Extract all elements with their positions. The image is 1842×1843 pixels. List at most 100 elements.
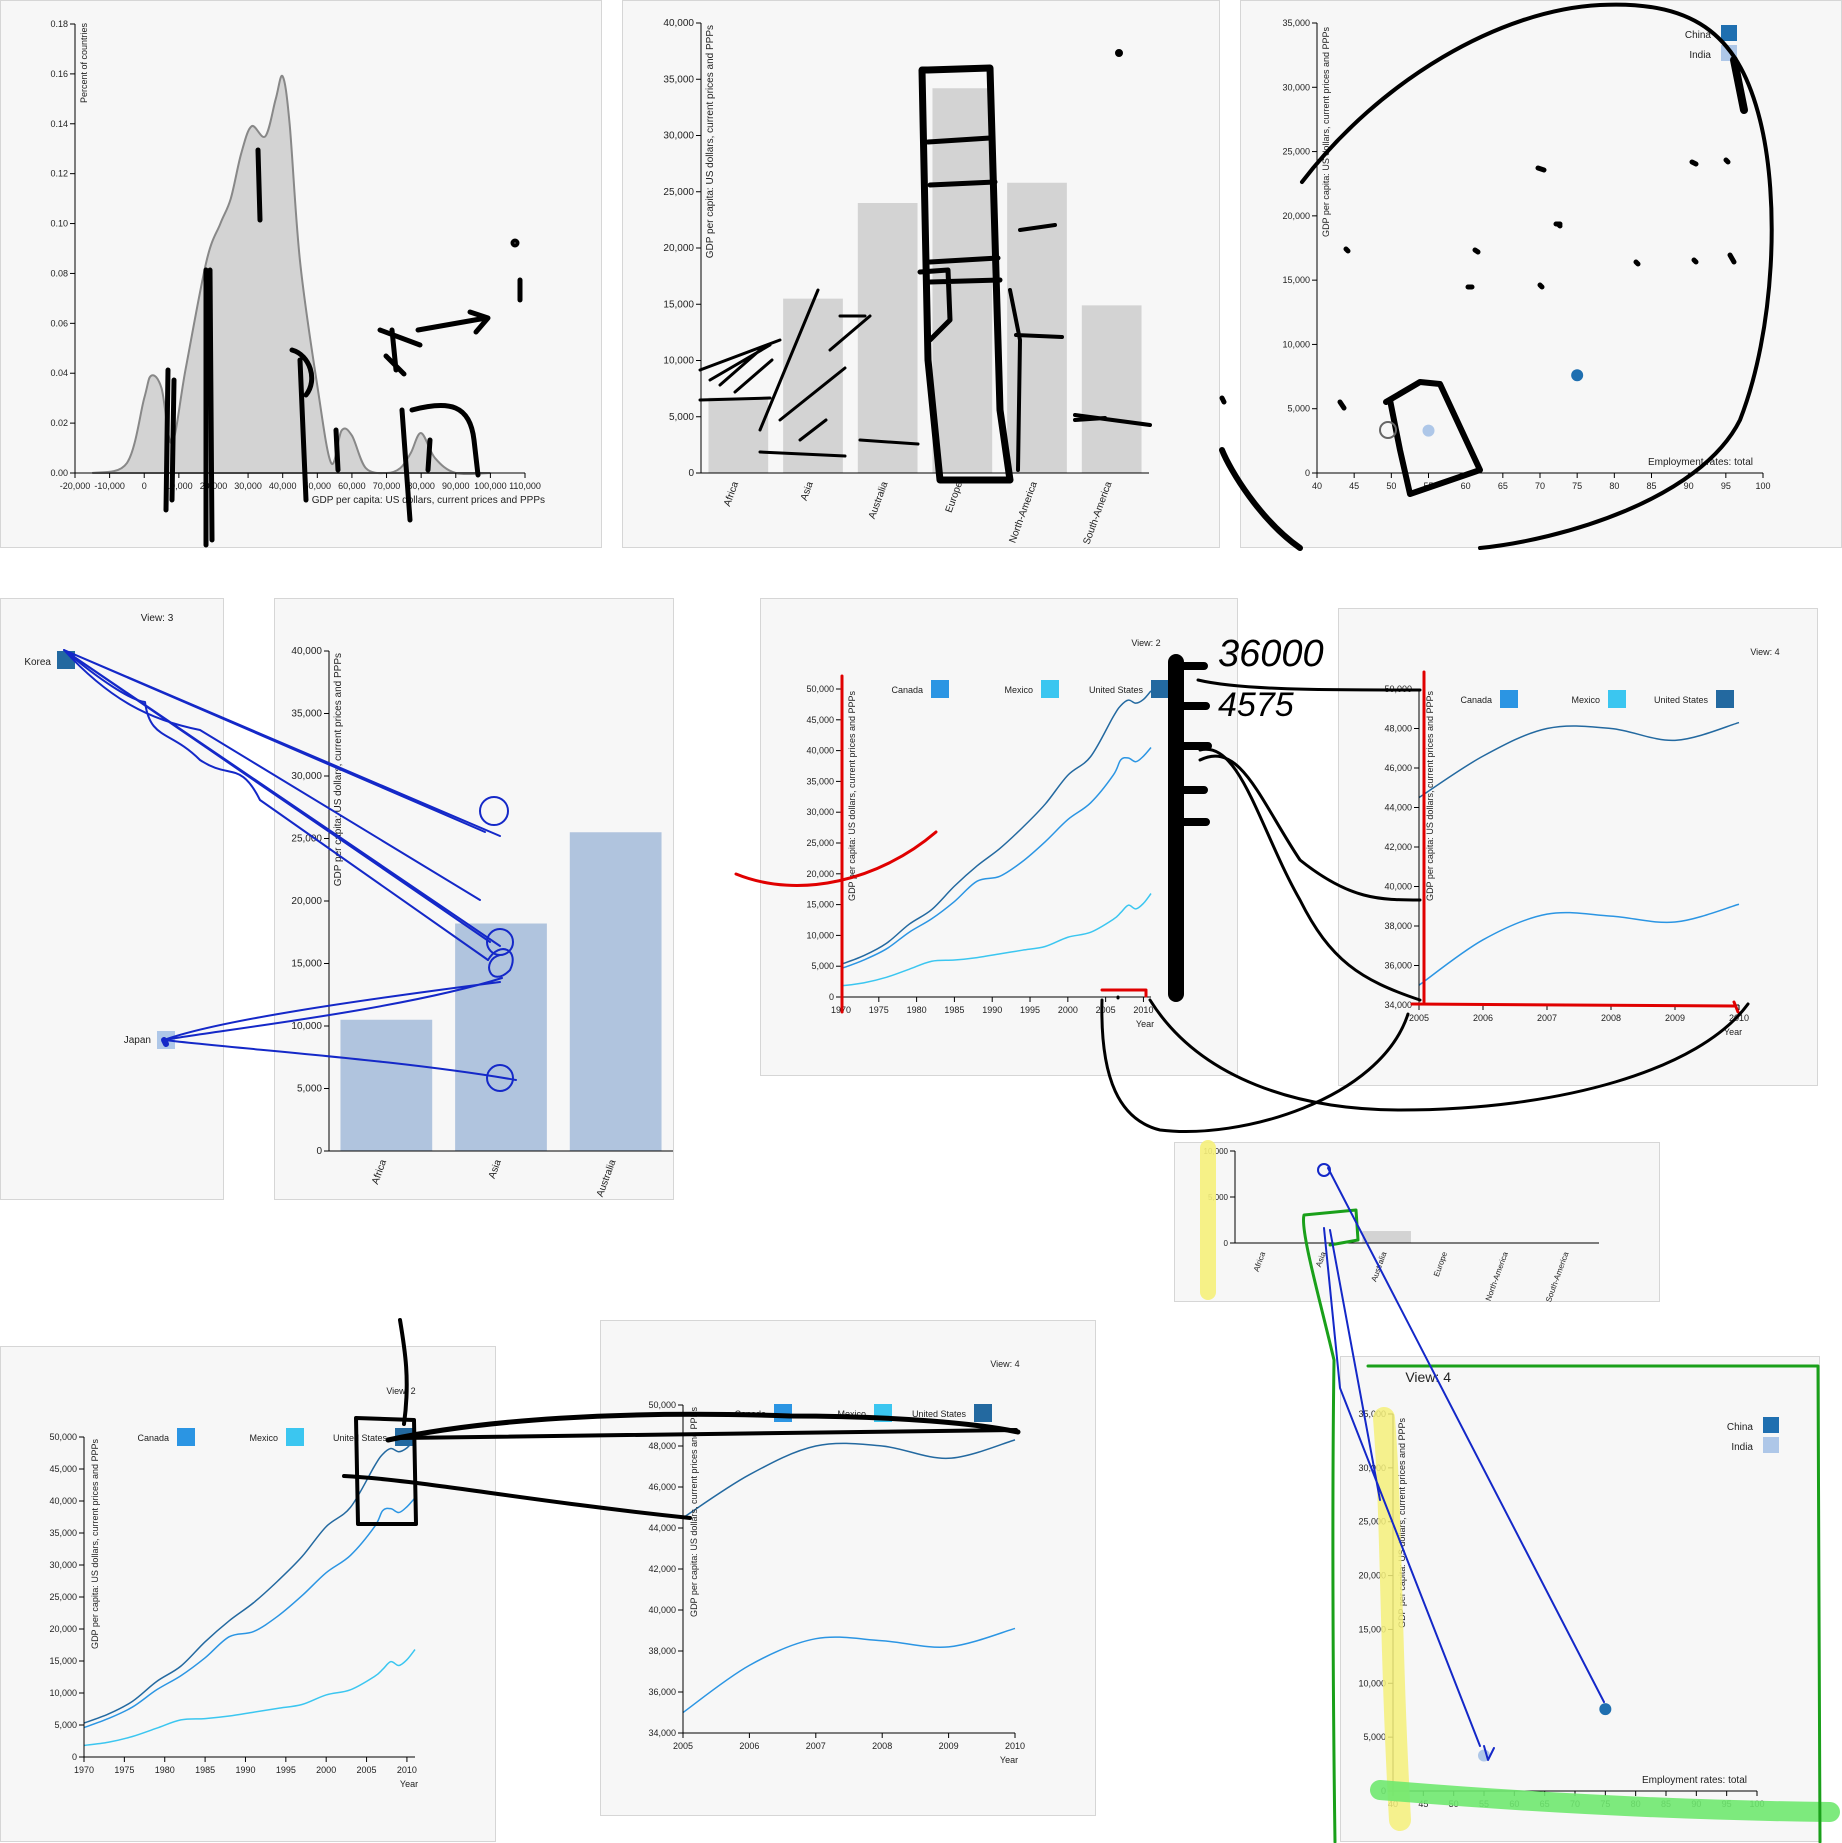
x-axis-title: Employment rates: total: [1642, 1775, 1747, 1786]
y-tick-label: 34,000: [1384, 1000, 1412, 1010]
y-axis-title: Percent of countries: [79, 23, 89, 104]
y-tick-label: 35,000: [1282, 18, 1310, 28]
y-tick-label: 10,000: [1358, 1678, 1386, 1688]
x-tick-label: 50: [1386, 481, 1396, 491]
x-tick-label: 90: [1684, 481, 1694, 491]
y-tick-label: 25,000: [49, 1592, 77, 1602]
panel-bar-small: Africa Asia Australia Europe North-America So…: [1174, 1142, 1660, 1303]
line-chart-zoom-bottom: 34,000 36,000 38,000 40,000 42,000 44,000 46,0…: [648, 1359, 1025, 1765]
panel-lines-zoom-bottom: 34,000 36,000 38,000 40,000 42,000 44,000 46,0…: [600, 1320, 1096, 1816]
legend-label: Canada: [734, 1409, 766, 1419]
line-canada: [1418, 903, 1740, 986]
x-axis-title: Year: [1000, 1755, 1018, 1765]
legend-swatch-united-states: [1716, 690, 1734, 708]
x-tick-label: -10,000: [94, 481, 125, 491]
line-united-states: [1418, 721, 1740, 799]
x-tick-label: 1985: [944, 1005, 964, 1015]
chart-title: View: 4: [990, 1359, 1019, 1369]
x-axis-title: Employment rates: total: [1648, 457, 1753, 468]
y-tick-label: 0.18: [50, 19, 68, 29]
panel-view3-countries: View: 3 Korea Japan: [0, 598, 224, 1200]
y-tick-label: 0: [1224, 1239, 1229, 1248]
y-tick-label: 25,000: [663, 187, 694, 198]
y-tick-label: 50,000: [49, 1432, 77, 1442]
category-label: Europe: [1432, 1250, 1449, 1278]
y-tick-label: 0.00: [50, 468, 68, 478]
category-label: Europe: [944, 480, 966, 514]
y-tick-label: 20,000: [1282, 211, 1310, 221]
bar-chart-small: Africa Asia Australia Europe North-America So…: [1204, 1147, 1599, 1303]
y-tick-label: 0: [688, 468, 694, 479]
density-area: [92, 74, 491, 476]
x-axis-title: Year: [1724, 1027, 1742, 1037]
y-tick-label: 30,000: [291, 771, 322, 782]
y-tick-label: 44,000: [648, 1523, 676, 1533]
panel-lines-full-mid: 0 5,000 10,000 15,000 20,000 25,000 30,000 35,0…: [760, 598, 1238, 1076]
x-tick-label: 60: [1461, 481, 1471, 491]
y-tick-label: 40,000: [663, 18, 694, 29]
legend-swatch-united-states: [1151, 680, 1169, 698]
category-label: Africa: [722, 480, 741, 508]
y-tick-label: 50,000: [648, 1400, 676, 1410]
legend-swatch-mexico: [1041, 680, 1059, 698]
category-label: South-America: [1082, 480, 1115, 546]
y-tick-label: 40,000: [291, 646, 322, 657]
y-tick-label: 0: [316, 1146, 322, 1157]
legend-swatch-canada: [1500, 690, 1518, 708]
x-tick-label: 45: [1349, 481, 1359, 491]
x-tick-label: 2010: [1005, 1741, 1025, 1751]
y-tick-label: 20,000: [49, 1624, 77, 1634]
y-tick-label: 34,000: [648, 1728, 676, 1738]
y-tick-label: 35,000: [1358, 1409, 1386, 1419]
x-axis-title: Year: [1136, 1019, 1154, 1029]
line-canada: [682, 1627, 1016, 1714]
legend-label: Mexico: [1004, 685, 1033, 695]
y-tick-label: 5,000: [54, 1720, 77, 1730]
category-label: Africa: [370, 1158, 389, 1186]
bar-australia: [857, 203, 918, 473]
x-tick-label: 2005: [357, 1765, 377, 1775]
line-united-states: [682, 1439, 1016, 1519]
y-tick-label: 15,000: [291, 959, 322, 970]
category-label: Africa: [1252, 1250, 1268, 1273]
x-tick-label: 2007: [806, 1741, 826, 1751]
y-tick-label: 15,000: [1358, 1624, 1386, 1634]
x-tick-label: 50,000: [304, 481, 332, 491]
legend-label: United States: [1089, 685, 1144, 695]
x-tick-label: 100: [1749, 1799, 1764, 1809]
x-tick-label: 1980: [155, 1765, 175, 1775]
x-tick-label: 75: [1572, 481, 1582, 491]
x-tick-label: 1970: [74, 1765, 94, 1775]
y-tick-label: 35,000: [49, 1528, 77, 1538]
legend-label: Japan: [124, 1035, 151, 1046]
y-tick-label: 25,000: [1358, 1517, 1386, 1527]
line-united-states: [83, 1438, 416, 1724]
legend-swatch-united-states: [974, 1404, 992, 1422]
bar-australia: [1362, 1231, 1411, 1243]
chart-title: View: 4: [1405, 1369, 1451, 1385]
y-tick-label: 40,000: [806, 746, 834, 756]
y-tick-label: 10,000: [49, 1688, 77, 1698]
y-tick-label: 42,000: [648, 1564, 676, 1574]
category-label: North-America: [1007, 480, 1040, 545]
y-tick-label: 25,000: [806, 838, 834, 848]
y-axis-title: GDP per capita: US dollars, current pric…: [847, 691, 857, 901]
category-label: Australia: [867, 480, 891, 521]
line-chart-full-mid: 0 5,000 10,000 15,000 20,000 25,000 30,000 35,0…: [806, 638, 1169, 1029]
y-axis-title: GDP per capita: US dollars, current pric…: [90, 1439, 100, 1649]
y-tick-label: 10,000: [1204, 1147, 1229, 1156]
legend-label: China: [1727, 1422, 1754, 1433]
y-tick-label: 0.06: [50, 318, 68, 328]
panel-bar-continents: Africa Asia Australia Europe North-America So…: [622, 0, 1220, 548]
bar-africa: [708, 397, 769, 473]
x-tick-label: 2009: [1665, 1013, 1685, 1023]
scatter-chart-china-india: 0 5,000 10,000 15,000 20,000 25,000 30,000 35,0…: [1282, 18, 1770, 491]
y-tick-label: 38,000: [1384, 921, 1412, 931]
x-tick-label: 0: [142, 481, 147, 491]
x-tick-label: 1970: [831, 1005, 851, 1015]
y-tick-label: 40,000: [49, 1496, 77, 1506]
category-label: Australia: [595, 1158, 619, 1199]
y-tick-label: 36,000: [1384, 961, 1412, 971]
x-tick-label: 95: [1722, 1799, 1732, 1809]
x-tick-label: 1975: [869, 1005, 889, 1015]
